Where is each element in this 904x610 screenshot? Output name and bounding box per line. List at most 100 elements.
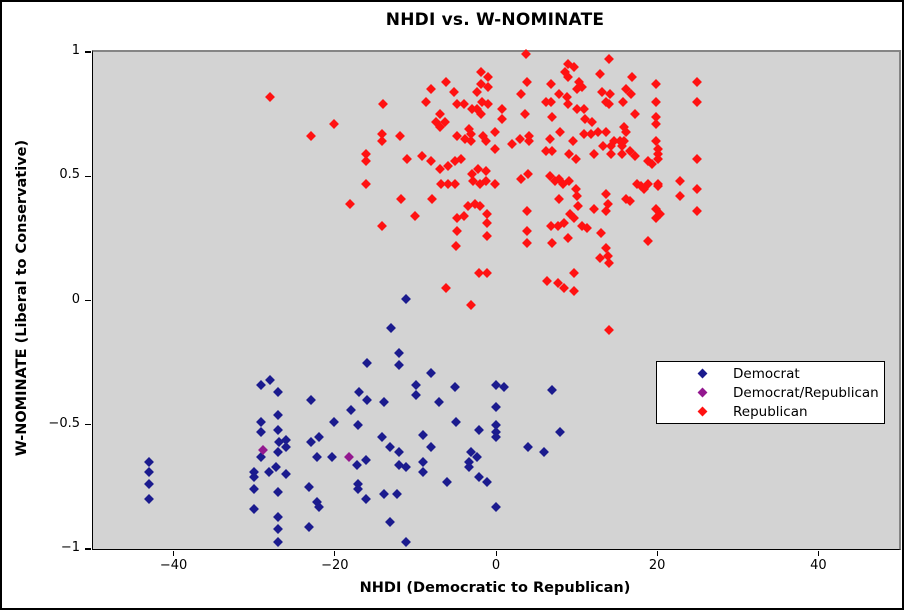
data-point-democrat xyxy=(377,432,388,443)
data-point-democrat xyxy=(385,516,396,527)
data-point-democrat xyxy=(255,380,266,390)
data-point-democrat xyxy=(400,536,411,547)
y-tick-label: 1 xyxy=(71,43,80,58)
data-point-democrat xyxy=(353,419,364,430)
data-point-democrat xyxy=(474,424,485,435)
data-point-republican xyxy=(425,156,436,167)
data-point-republican xyxy=(674,176,685,187)
data-point-republican xyxy=(573,201,584,212)
data-point-republican xyxy=(600,126,611,137)
data-point-democrat xyxy=(555,427,566,438)
data-point-republican xyxy=(420,96,431,107)
data-point-democrat xyxy=(362,357,372,368)
data-point-democrat xyxy=(273,486,284,497)
data-point-republican xyxy=(582,223,593,234)
data-point-republican xyxy=(603,99,614,110)
data-point-democrat xyxy=(417,457,428,467)
data-point-republican xyxy=(490,178,501,189)
data-point-democrat xyxy=(491,501,501,512)
data-point-republican xyxy=(691,76,702,87)
data-point-democrat xyxy=(411,389,422,400)
data-point-republican xyxy=(562,99,573,110)
data-point-democrat xyxy=(418,429,429,440)
data-point-republican xyxy=(490,143,501,154)
data-point-republican xyxy=(627,71,638,82)
data-point-republican xyxy=(650,79,661,90)
data-point-democrat xyxy=(464,462,475,472)
data-point-republican xyxy=(305,131,316,142)
data-point-republican xyxy=(520,109,530,120)
data-point-republican xyxy=(603,258,614,269)
x-tick-mark xyxy=(173,551,175,556)
data-point-democrat xyxy=(441,476,452,487)
data-point-democrat xyxy=(329,417,339,428)
y-tick-mark xyxy=(85,51,91,53)
x-tick-mark xyxy=(817,551,820,556)
x-tick-mark xyxy=(495,551,497,556)
data-point-republican xyxy=(569,61,580,72)
data-point-democrat xyxy=(361,494,372,505)
data-point-republican xyxy=(569,285,580,296)
data-point-republican xyxy=(345,198,356,209)
data-point-democrat xyxy=(391,489,402,500)
data-point-republican xyxy=(466,300,476,311)
data-point-republican xyxy=(516,89,526,100)
data-point-democrat xyxy=(144,479,155,490)
y-tick-mark xyxy=(85,175,91,177)
data-point-democrat xyxy=(417,467,428,477)
data-point-democrat xyxy=(345,404,356,415)
data-point-democrat xyxy=(411,380,422,390)
data-point-republican xyxy=(522,76,533,87)
data-point-democrat xyxy=(273,536,284,547)
data-point-republican xyxy=(595,69,605,80)
data-point-republican xyxy=(691,183,702,194)
legend-label: Democrat/Republican xyxy=(733,384,879,401)
data-point-democrat xyxy=(362,394,372,405)
data-point-democrat xyxy=(273,424,284,435)
data-point-democrat xyxy=(273,524,284,535)
data-point-republican xyxy=(449,178,460,189)
diamond-icon xyxy=(697,387,708,398)
x-tick-mark xyxy=(656,551,658,556)
data-point-republican xyxy=(476,109,487,120)
data-point-republican xyxy=(603,54,614,65)
data-point-democrat-republican xyxy=(344,452,355,462)
data-point-republican xyxy=(554,126,565,137)
legend-item: Republican xyxy=(657,402,884,421)
data-point-republican xyxy=(626,89,637,100)
data-point-republican xyxy=(482,230,493,241)
data-point-democrat xyxy=(547,385,558,395)
data-point-democrat xyxy=(264,375,275,385)
data-point-democrat xyxy=(499,382,509,393)
data-point-republican xyxy=(618,96,629,107)
data-point-republican xyxy=(601,206,612,216)
data-point-democrat xyxy=(353,484,364,495)
data-point-republican xyxy=(482,218,493,229)
data-point-republican xyxy=(545,134,555,144)
data-point-democrat xyxy=(482,476,493,487)
data-point-democrat xyxy=(491,432,501,443)
x-tick-label: 20 xyxy=(648,558,666,573)
data-point-democrat xyxy=(273,409,284,420)
data-point-republican xyxy=(569,268,580,279)
data-point-republican xyxy=(490,126,501,137)
legend: Democrat Democrat/Republican Republican xyxy=(656,361,885,424)
legend-label: Democrat xyxy=(733,365,800,382)
data-point-republican xyxy=(450,240,461,251)
data-point-republican xyxy=(377,136,388,147)
data-point-republican xyxy=(545,220,556,231)
data-point-republican xyxy=(691,153,702,164)
y-axis-label: W-NOMINATE (Liberal to Conservative) xyxy=(14,139,30,457)
data-point-republican xyxy=(578,104,589,115)
data-point-democrat xyxy=(144,494,155,505)
legend-item: Democrat xyxy=(657,364,884,383)
x-tick-mark xyxy=(334,551,336,556)
data-point-democrat xyxy=(394,447,405,458)
data-point-republican xyxy=(545,79,556,90)
data-point-democrat xyxy=(249,504,260,515)
data-point-republican xyxy=(541,275,552,286)
data-point-republican xyxy=(451,225,462,236)
x-tick-label: −20 xyxy=(321,558,349,573)
data-point-republican xyxy=(441,76,451,87)
data-point-democrat xyxy=(523,442,534,453)
